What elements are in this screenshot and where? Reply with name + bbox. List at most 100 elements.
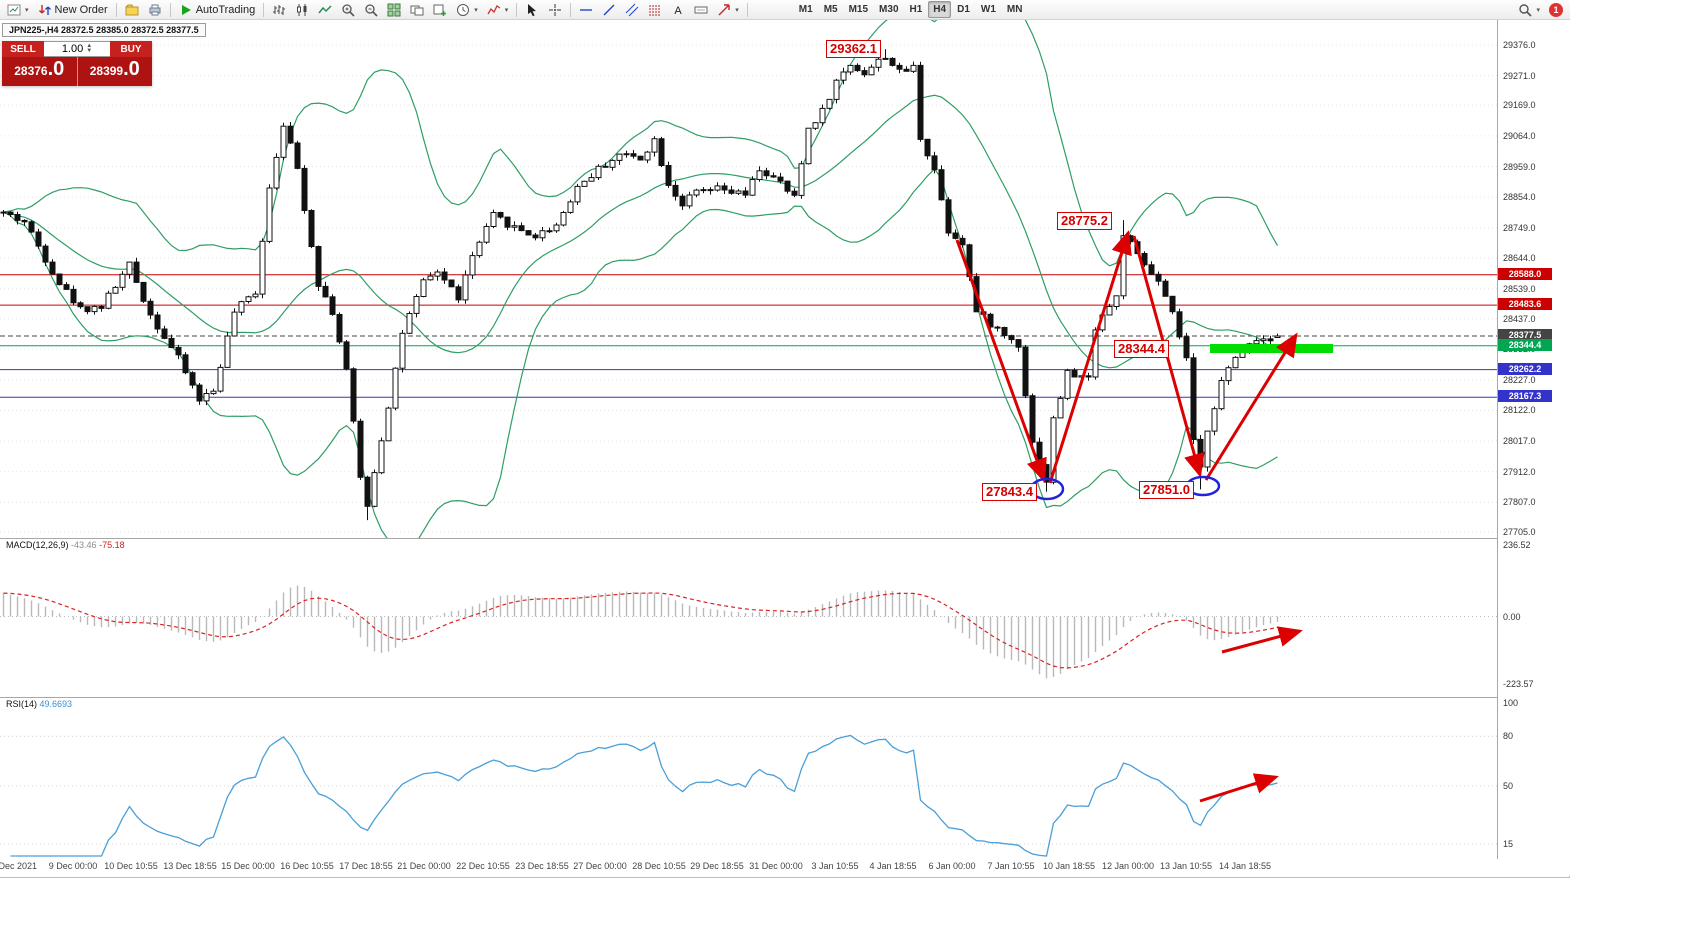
panel-separator[interactable] — [0, 697, 1570, 698]
macd-axis-tick: 0.00 — [1503, 612, 1521, 622]
price-axis-tick: 29169.0 — [1503, 100, 1536, 110]
price-line-tag: 28262.2 — [1498, 363, 1552, 375]
svg-text:A: A — [675, 5, 683, 17]
fibonacci-button[interactable] — [644, 1, 666, 19]
chevron-down-icon: ▾ — [1536, 6, 1540, 14]
sell-button[interactable]: SELL — [2, 41, 44, 57]
horizontal-line-button[interactable] — [575, 1, 597, 19]
tile-windows-button[interactable] — [383, 1, 405, 19]
profiles-button[interactable] — [121, 1, 143, 19]
toolbar-separator — [516, 2, 518, 17]
time-axis-label: 28 Dec 10:55 — [632, 861, 686, 871]
macd-axis-tick: 236.52 — [1503, 540, 1531, 550]
clock-button[interactable]: ▾ — [452, 1, 482, 19]
price-line-tag: 28167.3 — [1498, 390, 1552, 402]
new-layout-button[interactable] — [429, 1, 451, 19]
buy-button[interactable]: BUY — [110, 41, 152, 57]
buy-price-button[interactable]: 28399.0 — [76, 57, 152, 86]
rsi-axis-tick: 80 — [1503, 731, 1514, 741]
rsi-indicator-panel[interactable] — [0, 697, 1497, 858]
cursor-button[interactable] — [521, 1, 543, 19]
candlestick-chart-button[interactable] — [291, 1, 313, 19]
label-button[interactable] — [690, 1, 712, 19]
new-chart-button[interactable]: ▾ — [3, 1, 33, 19]
main-price-chart[interactable] — [0, 20, 1497, 538]
rsi-name: RSI(14) — [6, 699, 38, 709]
timeframe-m15-button[interactable]: M15 — [848, 4, 869, 15]
print-icon — [148, 3, 162, 17]
zoom-out-button[interactable] — [360, 1, 382, 19]
one-click-trading-panel: SELL 1.00 ▲ ▼ BUY 28376.0 28399.0 — [2, 41, 152, 86]
price-annotation-label[interactable]: 28344.4 — [1114, 340, 1169, 358]
timeframe-h4-button[interactable]: H4 — [928, 1, 952, 18]
arrow-object-button[interactable]: ▾ — [713, 1, 743, 19]
tile-windows-icon — [387, 3, 401, 17]
notification-badge[interactable]: 1 — [1549, 2, 1563, 17]
price-axis-tick: 29376.0 — [1503, 40, 1536, 50]
time-axis-label: 14 Jan 18:55 — [1218, 861, 1272, 871]
price-axis-tick: 29271.0 — [1503, 71, 1536, 81]
text-button[interactable]: A — [667, 1, 689, 19]
panel-separator[interactable] — [0, 538, 1570, 539]
price-annotation-label[interactable]: 27843.4 — [982, 483, 1037, 501]
timeframe-h1-button[interactable]: H1 — [909, 4, 923, 15]
price-axis-tick: 28122.0 — [1503, 405, 1536, 415]
indicators-button[interactable]: ▾ — [483, 1, 513, 19]
time-axis-label: 3 Jan 10:55 — [811, 861, 859, 871]
time-axis-label: 29 Dec 18:55 — [690, 861, 744, 871]
price-line-tag: 28483.6 — [1498, 298, 1552, 310]
sell-price-main: 28376 — [14, 64, 48, 78]
price-annotation-label[interactable]: 28775.2 — [1057, 212, 1112, 230]
timeframe-mn-button[interactable]: MN — [1006, 4, 1023, 15]
timeframe-m30-button[interactable]: M30 — [879, 4, 899, 15]
print-button[interactable] — [144, 1, 166, 19]
autotrading-play-icon — [179, 3, 193, 17]
price-annotation-label[interactable]: 27851.0 — [1139, 481, 1194, 499]
bar-chart-button[interactable] — [268, 1, 290, 19]
crosshair-button[interactable] — [544, 1, 566, 19]
time-axis-label: 13 Dec 18:55 — [163, 861, 217, 871]
cascade-windows-button[interactable] — [406, 1, 428, 19]
arrow-object-icon — [717, 3, 731, 17]
clock-icon — [456, 3, 470, 17]
rsi-label: RSI(14) 49.6693 — [4, 699, 75, 709]
new-order-button[interactable]: New Order — [34, 1, 112, 19]
volume-input[interactable]: 1.00 ▲ ▼ — [44, 41, 110, 57]
cursor-icon — [525, 3, 539, 17]
trendline-button[interactable] — [598, 1, 620, 19]
macd-indicator-panel[interactable] — [0, 538, 1497, 697]
main-toolbar: ▾ New Order AutoTrading ▾ ▾ — [0, 0, 1570, 20]
price-axis[interactable]: 29376.0 29271.0 29169.0 29064.0 28959.0 28854… — [1498, 20, 1570, 876]
time-axis-label: 22 Dec 10:55 — [456, 861, 510, 871]
sell-price-button[interactable]: 28376.0 — [2, 57, 77, 86]
timeframe-m1-button[interactable]: M1 — [798, 4, 813, 15]
chart-window: ▾ New Order AutoTrading ▾ ▾ — [0, 0, 1570, 878]
price-annotation-label[interactable]: 29362.1 — [826, 40, 881, 58]
time-axis[interactable]: 8 Dec 2021 9 Dec 00:00 10 Dec 10:55 13 Dec … — [0, 858, 1497, 877]
line-chart-button[interactable] — [314, 1, 336, 19]
time-axis-label: 16 Dec 10:55 — [280, 861, 334, 871]
channel-button[interactable] — [621, 1, 643, 19]
timeframe-w1-button[interactable]: W1 — [980, 4, 996, 15]
rsi-axis-tick: 100 — [1503, 698, 1519, 708]
price-axis-border — [1497, 20, 1498, 858]
timeframe-m5-button[interactable]: M5 — [823, 4, 838, 15]
rsi-value: 49.6693 — [39, 699, 73, 709]
search-icon — [1518, 3, 1533, 17]
toolbar-separator — [169, 2, 171, 17]
toolbar-separator — [263, 2, 265, 17]
label-icon — [694, 3, 708, 17]
rsi-axis-tick: 50 — [1503, 781, 1514, 791]
timeframe-d1-button[interactable]: D1 — [957, 4, 970, 15]
toolbar-separator — [570, 2, 572, 17]
toolbar-separator — [746, 2, 748, 17]
time-axis-label: 13 Jan 10:55 — [1159, 861, 1213, 871]
volume-spinner-icon[interactable]: ▲ ▼ — [86, 43, 93, 54]
price-axis-tick: 28644.0 — [1503, 253, 1536, 263]
time-axis-label: 6 Jan 00:00 — [928, 861, 976, 871]
zoom-in-button[interactable] — [337, 1, 359, 19]
autotrading-button[interactable]: AutoTrading — [175, 1, 260, 19]
price-axis-tick: 27705.0 — [1503, 527, 1536, 537]
search-button[interactable]: ▾ — [1514, 1, 1544, 19]
